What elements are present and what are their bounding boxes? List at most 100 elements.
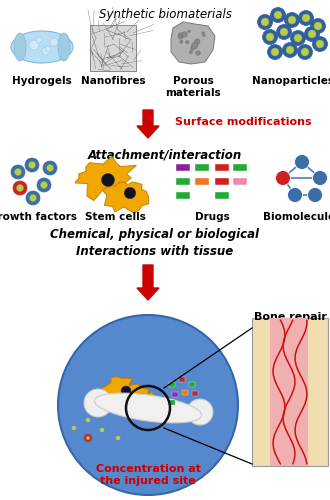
Text: Growth factors: Growth factors <box>0 212 77 222</box>
Bar <box>270 318 308 466</box>
Circle shape <box>276 170 290 186</box>
Circle shape <box>277 24 291 40</box>
Text: Chemical, physical or biological
Interactions with tissue: Chemical, physical or biological Interac… <box>50 228 259 258</box>
Circle shape <box>182 32 187 37</box>
Circle shape <box>113 433 123 443</box>
Bar <box>169 400 175 405</box>
Circle shape <box>42 47 50 55</box>
Circle shape <box>29 40 39 50</box>
Text: Concentration at
the injured site: Concentration at the injured site <box>95 464 201 485</box>
Circle shape <box>271 8 285 22</box>
Ellipse shape <box>94 393 202 423</box>
Circle shape <box>188 30 190 33</box>
Circle shape <box>261 18 269 26</box>
Bar <box>192 391 198 396</box>
Bar <box>182 390 188 395</box>
Circle shape <box>314 22 322 30</box>
Circle shape <box>189 50 192 54</box>
Circle shape <box>16 184 23 192</box>
Circle shape <box>28 162 36 168</box>
Circle shape <box>257 14 273 30</box>
Polygon shape <box>99 376 149 406</box>
Bar <box>90 25 136 71</box>
Text: Porous
materials: Porous materials <box>165 76 221 98</box>
Circle shape <box>313 36 327 52</box>
Circle shape <box>37 178 51 192</box>
Bar <box>215 164 229 171</box>
Circle shape <box>86 436 90 440</box>
Circle shape <box>180 40 183 43</box>
Circle shape <box>196 40 198 42</box>
Bar <box>176 192 190 199</box>
Circle shape <box>202 32 205 34</box>
Circle shape <box>178 32 184 38</box>
Bar <box>233 178 247 185</box>
Circle shape <box>286 46 294 54</box>
Bar <box>189 382 195 387</box>
Circle shape <box>299 10 314 26</box>
Circle shape <box>124 188 136 198</box>
Bar <box>90 25 136 71</box>
Text: Hydrogels: Hydrogels <box>12 76 72 86</box>
Circle shape <box>25 158 39 172</box>
Bar <box>252 318 328 466</box>
Bar <box>195 178 209 185</box>
Circle shape <box>179 36 182 40</box>
Circle shape <box>308 30 316 38</box>
Circle shape <box>45 46 51 52</box>
Text: Surface modifications: Surface modifications <box>175 117 312 127</box>
Circle shape <box>58 315 238 495</box>
Circle shape <box>194 39 200 44</box>
Circle shape <box>50 38 58 46</box>
Circle shape <box>72 426 76 430</box>
Bar <box>215 178 229 185</box>
Circle shape <box>294 154 310 170</box>
Polygon shape <box>171 22 215 64</box>
Circle shape <box>191 42 198 49</box>
Text: Nanofibres: Nanofibres <box>81 76 145 86</box>
Circle shape <box>313 170 327 186</box>
Circle shape <box>294 34 302 42</box>
Circle shape <box>13 181 27 195</box>
Circle shape <box>316 40 324 48</box>
Circle shape <box>185 40 189 44</box>
Circle shape <box>266 33 274 41</box>
Circle shape <box>288 16 296 24</box>
Circle shape <box>43 161 57 175</box>
Circle shape <box>26 191 40 205</box>
Ellipse shape <box>84 389 112 417</box>
Circle shape <box>102 174 115 186</box>
Circle shape <box>190 46 194 50</box>
Bar <box>169 382 175 387</box>
Circle shape <box>311 18 325 34</box>
Circle shape <box>100 428 104 432</box>
Circle shape <box>268 44 282 60</box>
Circle shape <box>69 423 79 433</box>
Polygon shape <box>102 182 149 213</box>
Circle shape <box>196 50 200 56</box>
Circle shape <box>301 48 309 56</box>
Circle shape <box>274 11 282 19</box>
Text: Biomolecules: Biomolecules <box>263 212 330 222</box>
Bar <box>176 164 190 171</box>
Text: Drugs: Drugs <box>195 212 229 222</box>
Circle shape <box>141 398 149 406</box>
Circle shape <box>280 28 288 36</box>
Bar <box>179 377 185 382</box>
Circle shape <box>121 386 131 396</box>
Text: Stem cells: Stem cells <box>84 212 146 222</box>
Circle shape <box>284 12 300 28</box>
Text: Bone repair: Bone repair <box>253 312 326 322</box>
Text: Nanoparticles: Nanoparticles <box>252 76 330 86</box>
Circle shape <box>290 30 306 46</box>
Bar <box>195 164 209 171</box>
Bar <box>176 178 190 185</box>
Circle shape <box>84 434 92 442</box>
Circle shape <box>83 415 93 425</box>
Circle shape <box>287 188 303 202</box>
Circle shape <box>97 425 107 435</box>
Ellipse shape <box>187 399 213 425</box>
Circle shape <box>116 436 120 440</box>
Circle shape <box>41 182 48 188</box>
Circle shape <box>262 30 278 44</box>
